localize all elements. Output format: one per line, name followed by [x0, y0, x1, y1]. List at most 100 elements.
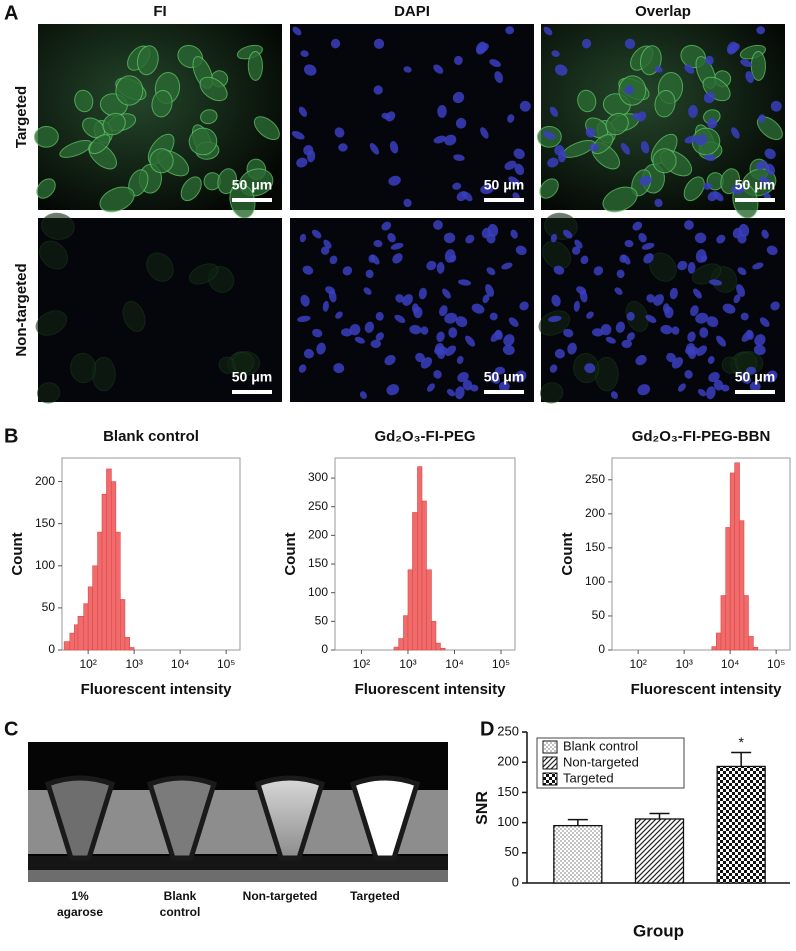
- nucleus: [384, 355, 396, 366]
- nucleus: [342, 266, 353, 276]
- nucleus: [765, 370, 778, 383]
- nucleus: [508, 176, 521, 187]
- cell: [602, 186, 638, 213]
- nucleus: [505, 26, 515, 35]
- nucleus: [480, 127, 489, 139]
- y-tick-label: 250: [497, 723, 519, 738]
- nucleus: [426, 383, 435, 392]
- legend-box: [536, 737, 685, 789]
- nucleus: [637, 384, 651, 396]
- nucleus: [338, 143, 348, 152]
- nucleus: [359, 391, 367, 399]
- nucleus: [764, 148, 776, 160]
- nucleus: [340, 328, 353, 337]
- cell: [652, 148, 677, 174]
- y-tick-label: 0: [512, 874, 519, 889]
- nucleus: [645, 314, 657, 324]
- mri-label: agarose: [57, 905, 103, 919]
- nucleus: [452, 182, 462, 190]
- nucleus: [303, 348, 314, 359]
- nucleus: [446, 388, 456, 397]
- nucleus: [641, 242, 655, 250]
- histogram-bar: [97, 531, 103, 651]
- nucleus: [403, 66, 412, 73]
- x-tick-label: 10²: [353, 657, 370, 671]
- nucleus: [640, 141, 650, 154]
- significance: *: [738, 734, 744, 750]
- nucleus: [614, 287, 623, 295]
- nucleus: [489, 373, 501, 384]
- nucleus: [390, 242, 404, 250]
- nucleus: [354, 336, 365, 344]
- plot-frame: [611, 457, 791, 651]
- mri-label: Blank: [164, 889, 197, 903]
- nucleus: [442, 288, 451, 299]
- nucleus: [489, 59, 501, 68]
- mri-tube: [44, 775, 116, 861]
- y-tick-label: 50: [315, 614, 329, 628]
- nucleus: [624, 85, 634, 95]
- cell: [35, 310, 68, 336]
- histogram-bar: [106, 468, 112, 651]
- cell: [649, 252, 677, 282]
- nucleus: [685, 343, 696, 354]
- mri-tube: [146, 775, 218, 861]
- cell: [115, 75, 144, 106]
- scale-bar-label: 50 μm: [232, 369, 272, 385]
- panel-label: C: [4, 718, 18, 740]
- nucleus: [394, 314, 406, 324]
- y-tick-label: 100: [497, 814, 519, 829]
- nucleus: [684, 370, 693, 379]
- cell: [99, 186, 135, 213]
- histogram-bar: [417, 466, 423, 651]
- scale-bar: [735, 390, 775, 394]
- nucleus: [433, 64, 444, 74]
- histogram-bar: [711, 646, 717, 651]
- nucleus: [300, 294, 310, 307]
- nucleus: [694, 232, 707, 244]
- histogram-bar: [92, 565, 98, 651]
- nucleus: [709, 279, 723, 286]
- histogram-bar: [431, 621, 437, 651]
- nucleus: [635, 355, 647, 366]
- nucleus: [375, 332, 384, 341]
- micrograph-bg: [290, 218, 534, 402]
- histogram-bar: [83, 603, 89, 651]
- nucleus: [581, 38, 592, 49]
- nucleus: [722, 303, 736, 314]
- nucleus: [364, 321, 375, 333]
- nucleus: [624, 38, 636, 49]
- y-tick-label: 250: [308, 499, 328, 513]
- nucleus: [504, 160, 517, 170]
- nucleus: [696, 345, 708, 356]
- x-tick-label: 10⁵: [492, 657, 510, 671]
- nucleus: [551, 294, 561, 307]
- nucleus: [458, 279, 472, 286]
- nucleus: [480, 184, 494, 195]
- histogram-bar: [720, 595, 726, 651]
- nucleus: [433, 135, 447, 144]
- nucleus: [632, 221, 643, 231]
- panel-label: B: [4, 425, 18, 447]
- column-header: FI: [153, 3, 166, 20]
- nucleus: [389, 141, 399, 154]
- micrograph: 50 μm: [35, 212, 282, 404]
- nucleus: [303, 64, 317, 76]
- nucleus: [562, 229, 573, 239]
- mri-label: Targeted: [350, 889, 400, 903]
- nucleus: [697, 388, 707, 397]
- mri-label: 1%: [71, 889, 89, 903]
- nucleus: [677, 260, 688, 271]
- nucleus: [738, 223, 750, 237]
- nucleus: [755, 160, 768, 170]
- y-tick-label: 0: [598, 642, 605, 656]
- nucleus: [487, 223, 499, 237]
- nucleus: [302, 265, 314, 275]
- histogram-bar: [63, 641, 71, 651]
- histogram-bar: [753, 646, 759, 651]
- nucleus: [615, 321, 626, 333]
- histogram-bar: [716, 632, 722, 651]
- nucleus: [502, 344, 515, 356]
- nucleus: [736, 284, 746, 297]
